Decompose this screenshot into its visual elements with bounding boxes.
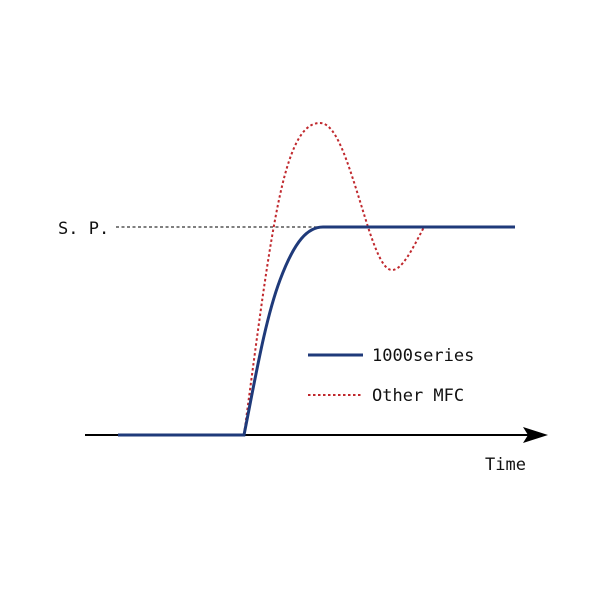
legend: 1000series Other MFC (308, 346, 474, 406)
legend-label-1000series: 1000series (372, 346, 474, 366)
time-axis-label: Time (485, 455, 526, 475)
legend-label-other-mfc: Other MFC (372, 386, 464, 406)
series-1000series-curve (118, 225, 515, 437)
time-axis-arrow-icon (523, 427, 548, 443)
setpoint-label: S. P. (58, 219, 109, 239)
